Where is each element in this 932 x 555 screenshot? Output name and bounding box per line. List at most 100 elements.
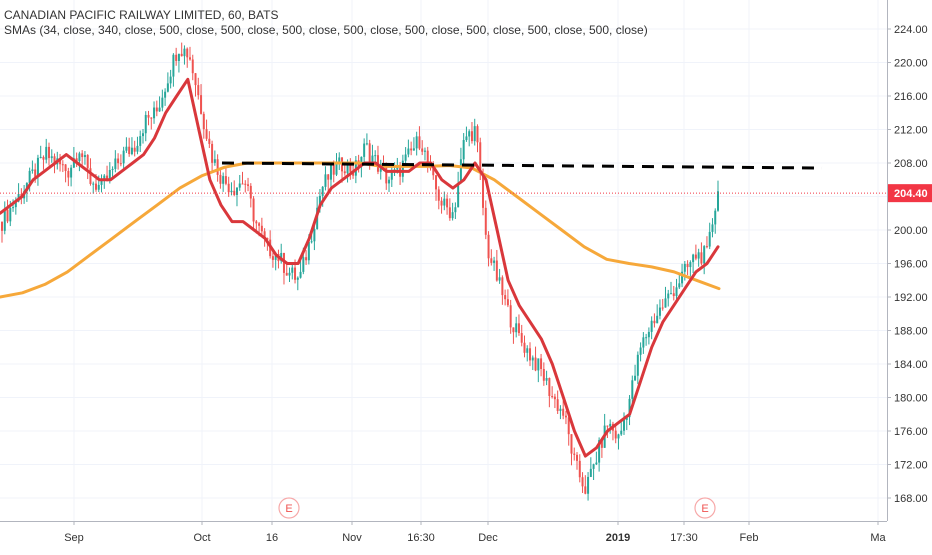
candle-body xyxy=(717,191,719,211)
candle-body xyxy=(39,156,42,158)
candle-body xyxy=(371,155,374,162)
candle-body xyxy=(155,107,158,112)
candle-body xyxy=(711,224,714,232)
candle-body xyxy=(177,53,180,61)
candle-body xyxy=(211,143,214,163)
candle-body xyxy=(274,254,277,260)
candle-body xyxy=(128,146,131,155)
candle-body xyxy=(227,183,230,193)
candle-body xyxy=(42,156,45,160)
candle-body xyxy=(241,183,244,185)
time-tick-label: 2019 xyxy=(606,532,630,544)
candle-body xyxy=(658,307,661,316)
candle-body xyxy=(230,190,233,193)
candle-body xyxy=(661,307,664,309)
candle-body xyxy=(412,148,415,151)
candle-body xyxy=(465,136,468,141)
candle-body xyxy=(108,169,111,180)
price-tick-label: 176.00 xyxy=(894,426,928,438)
candle-body xyxy=(526,348,529,353)
plot-area[interactable] xyxy=(0,0,887,521)
time-tick-label: Ma xyxy=(870,532,886,544)
time-tick-label: Nov xyxy=(342,532,362,544)
candle-body xyxy=(578,460,581,478)
candle-body xyxy=(61,164,64,166)
candle-body xyxy=(595,462,598,465)
candle-body xyxy=(636,354,639,376)
candle-body xyxy=(186,48,189,58)
candle-body xyxy=(310,241,313,243)
candle-body xyxy=(183,48,186,57)
candle-body xyxy=(670,293,673,295)
candle-body xyxy=(294,267,297,280)
candle-body xyxy=(407,148,410,155)
earnings-marker[interactable] xyxy=(694,497,716,519)
candle-body xyxy=(327,174,330,180)
candle-body xyxy=(468,131,471,137)
candle-body xyxy=(180,53,183,57)
candle-body xyxy=(598,440,601,463)
candle-body xyxy=(302,257,305,272)
candle-body xyxy=(681,271,684,284)
candle-body xyxy=(72,158,75,168)
candle-body xyxy=(219,174,222,184)
candle-body xyxy=(437,189,440,201)
price-tick-label: 184.00 xyxy=(894,359,928,371)
candle-body xyxy=(291,267,294,273)
last-price-badge xyxy=(888,184,932,203)
candle-body xyxy=(584,486,587,494)
sma-340-line xyxy=(0,161,721,299)
candle-body xyxy=(81,153,84,158)
price-tick-label: 180.00 xyxy=(894,393,928,405)
candle-body xyxy=(703,246,706,264)
candle-body xyxy=(12,207,15,209)
candle-body xyxy=(520,333,523,343)
candle-body xyxy=(570,434,573,454)
candle-body xyxy=(324,174,327,187)
candle-body xyxy=(216,159,219,175)
candle-body xyxy=(130,147,133,155)
earnings-marker[interactable] xyxy=(278,497,300,519)
candle-body xyxy=(153,107,156,119)
candle-body xyxy=(501,277,504,296)
time-tick-label: Sep xyxy=(64,532,84,544)
candle-body xyxy=(426,150,429,165)
candle-body xyxy=(343,171,346,174)
candle-body xyxy=(487,234,490,259)
candle-body xyxy=(678,283,681,288)
price-axis-bg[interactable] xyxy=(887,0,932,521)
candle-body xyxy=(244,183,247,185)
candle-body xyxy=(628,398,631,418)
price-tick-label: 172.00 xyxy=(894,460,928,472)
candle-body xyxy=(534,357,537,371)
series-layer xyxy=(0,77,721,458)
candle-body xyxy=(191,59,194,74)
candle-body xyxy=(368,143,371,162)
time-axis-bg[interactable] xyxy=(0,521,932,550)
price-tick-label: 196.00 xyxy=(894,259,928,271)
candle-body xyxy=(299,271,302,278)
candle-body xyxy=(623,419,626,431)
candle-body xyxy=(443,198,446,206)
candle-body xyxy=(282,252,285,273)
candle-body xyxy=(329,164,332,180)
price-tick-label: 168.00 xyxy=(894,493,928,505)
candle-body xyxy=(625,417,628,420)
price-tick-label: 212.00 xyxy=(894,125,928,137)
candle-body xyxy=(175,54,178,61)
candle-body xyxy=(6,209,9,222)
candle-body xyxy=(94,183,97,190)
candle-body xyxy=(363,143,366,157)
candle-body xyxy=(675,287,678,297)
candle-body xyxy=(97,184,100,190)
time-tick-label: Feb xyxy=(740,532,759,544)
candle-body xyxy=(529,348,532,361)
candle-body xyxy=(172,54,175,77)
horizontal-trendline[interactable] xyxy=(221,161,823,170)
candle-body xyxy=(89,168,92,184)
candle-body xyxy=(385,167,388,184)
candle-body xyxy=(423,150,426,152)
